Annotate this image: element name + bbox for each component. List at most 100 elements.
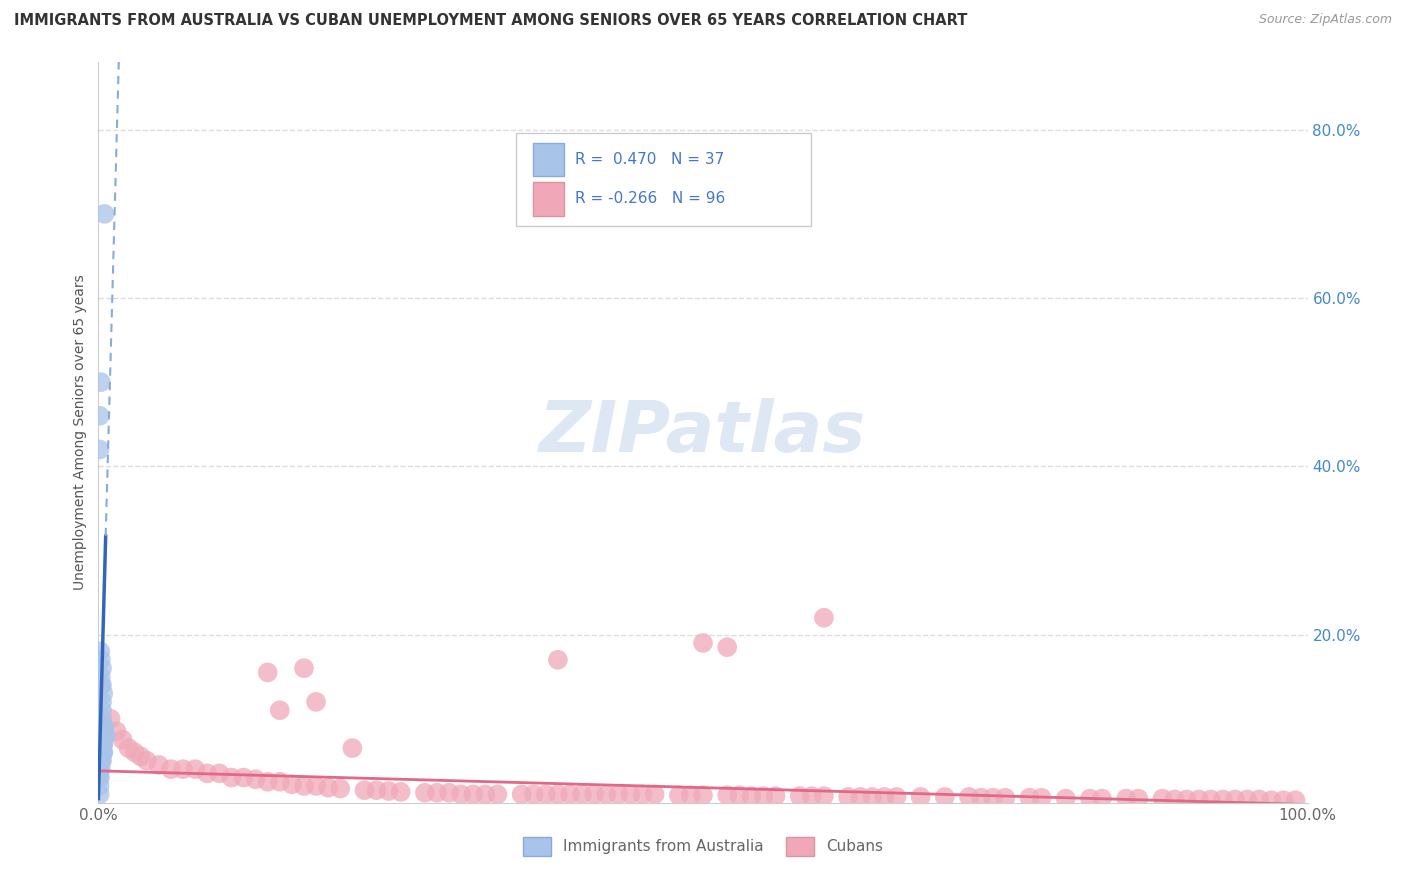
Point [571,788,593,802]
Point [1054,791,1077,805]
Point [111,732,134,747]
Point [1078,791,1101,805]
Point [91,737,114,751]
Point [886,789,908,804]
Point [100,712,122,726]
Point [91,737,114,751]
Point [366,783,388,797]
Point [413,786,436,800]
Point [135,754,157,768]
Point [752,789,775,803]
Point [813,789,835,803]
Point [105,724,128,739]
Point [765,789,787,803]
Point [172,762,194,776]
Legend: Immigrants from Australia, Cubans: Immigrants from Australia, Cubans [517,831,889,862]
Point [129,749,152,764]
Point [91,695,114,709]
Point [679,789,702,803]
Point [208,766,231,780]
Point [1223,792,1246,806]
Point [1212,792,1234,806]
Point [957,789,980,804]
Point [292,779,315,793]
Point [1031,790,1053,805]
Point [91,745,114,759]
Point [849,789,872,804]
Point [1175,792,1198,806]
Point [118,741,141,756]
Point [1128,791,1150,805]
Point [486,788,509,802]
Point [463,788,485,802]
Point [91,737,114,751]
Point [90,678,112,692]
Point [184,762,207,776]
Text: Source: ZipAtlas.com: Source: ZipAtlas.com [1258,13,1392,27]
Point [813,610,835,624]
Point [91,661,114,675]
Point [934,789,956,804]
Point [269,774,291,789]
Point [716,640,738,655]
Point [91,720,114,734]
Point [91,745,114,759]
Point [160,762,183,776]
Point [800,789,823,803]
Point [89,788,111,802]
Point [89,771,111,785]
Point [89,644,111,658]
Point [353,783,375,797]
Point [534,788,557,802]
Point [595,788,617,802]
Point [269,703,291,717]
Point [89,771,111,785]
Point [910,789,932,804]
Point [91,686,114,700]
Point [668,789,690,803]
Point [124,745,146,759]
Point [1249,792,1271,806]
Point [510,788,533,802]
Point [91,737,114,751]
Point [1018,790,1040,805]
Point [90,762,112,776]
Point [221,771,243,785]
Point [873,789,896,804]
Point [342,741,364,756]
Point [195,766,218,780]
Point [91,754,114,768]
Point [329,781,352,796]
Point [644,788,666,802]
Point [91,703,114,717]
Point [716,789,738,803]
Point [89,409,111,423]
Point [1115,791,1137,805]
Point [91,720,114,734]
Point [1188,792,1211,806]
Point [90,754,112,768]
Point [1091,791,1114,805]
Point [89,779,111,793]
Point [305,695,328,709]
Point [1260,793,1282,807]
Point [1152,791,1174,805]
Point [1284,793,1306,807]
Point [728,789,751,803]
Point [292,661,315,675]
Point [91,745,114,759]
Point [1163,792,1185,806]
Point [377,784,399,798]
Point [1199,792,1222,806]
Point [90,754,112,768]
Point [89,442,111,457]
Point [93,720,115,734]
Point [1272,793,1295,807]
Point [91,729,114,743]
Point [245,772,267,787]
Point [523,788,546,802]
Point [256,665,278,680]
Point [91,737,114,751]
Point [93,729,115,743]
Point [437,786,460,800]
